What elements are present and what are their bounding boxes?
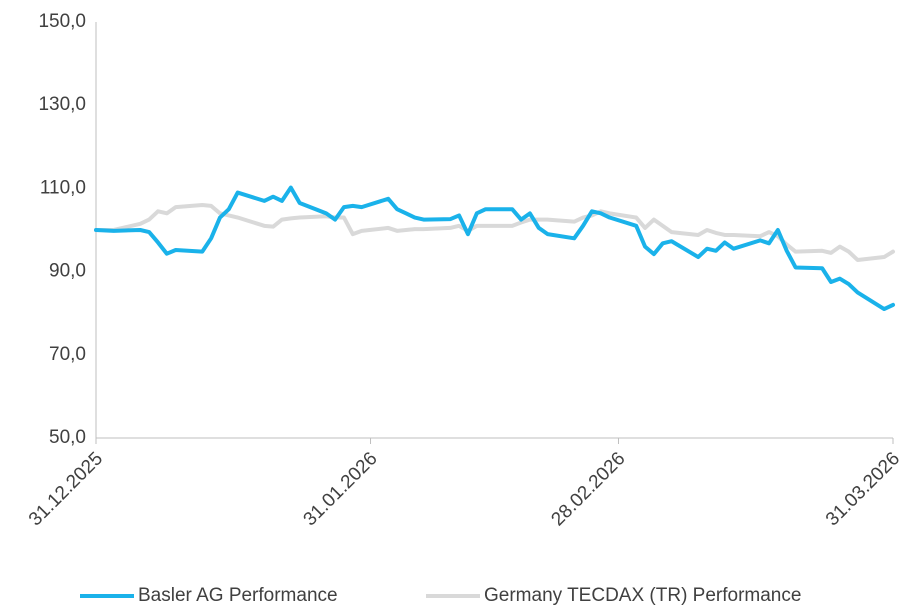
y-tick-label: 130,0 bbox=[38, 94, 86, 115]
line-series bbox=[94, 185, 895, 312]
legend-label: Basler AG Performance bbox=[138, 585, 338, 606]
legend-label: Germany TECDAX (TR) Performance bbox=[484, 585, 801, 606]
x-tick-label: 31.03.2026 bbox=[822, 448, 899, 530]
y-tick-label: 70,0 bbox=[49, 344, 86, 365]
y-tick-label: 150,0 bbox=[38, 11, 86, 32]
x-tick-label: 31.01.2026 bbox=[300, 448, 382, 530]
y-tick-label: 110,0 bbox=[40, 177, 86, 198]
x-tick-label: 28.02.2026 bbox=[547, 448, 629, 530]
line-series bbox=[94, 203, 895, 262]
y-tick-label: 90,0 bbox=[49, 261, 86, 282]
x-tick-label: 31.12.2025 bbox=[25, 448, 107, 530]
y-tick-label: 50,0 bbox=[49, 427, 86, 448]
